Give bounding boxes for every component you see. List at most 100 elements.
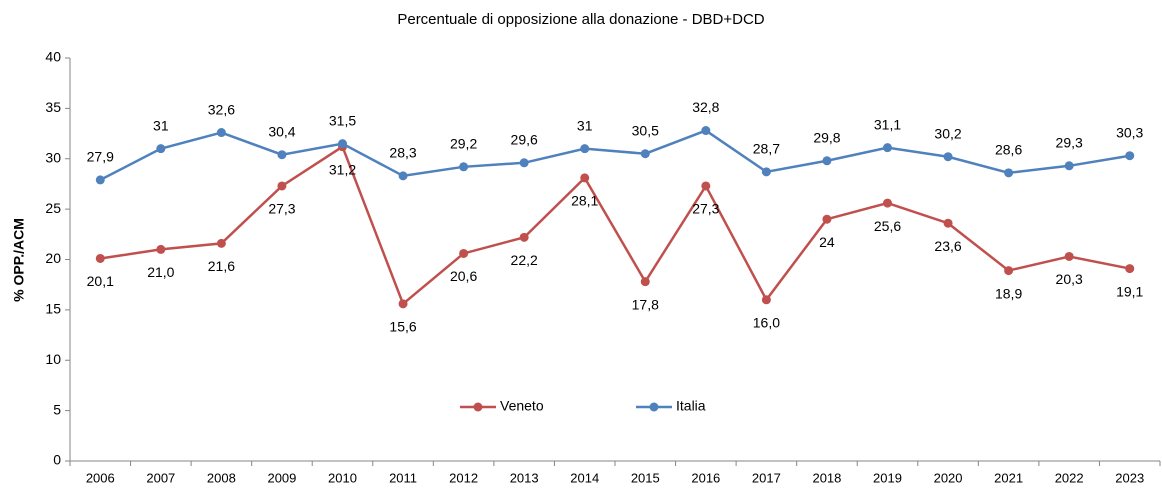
- data-label: 31,5: [329, 112, 356, 128]
- y-tick-label: 40: [45, 49, 61, 65]
- y-axis-label: % OPP./ACM: [11, 218, 27, 302]
- legend-marker: [473, 402, 483, 412]
- point: [277, 150, 287, 160]
- x-tick-label: 2011: [389, 470, 417, 485]
- point: [701, 126, 711, 136]
- data-label: 21,6: [208, 258, 235, 274]
- data-label: 25,6: [874, 218, 901, 234]
- x-tick-label: 2013: [510, 470, 539, 485]
- point: [277, 181, 287, 191]
- y-tick-label: 5: [53, 401, 61, 417]
- y-tick-label: 35: [45, 99, 61, 115]
- point: [459, 162, 469, 172]
- y-tick-label: 15: [45, 301, 61, 317]
- point: [156, 244, 166, 254]
- data-label: 15,6: [389, 319, 416, 335]
- point: [156, 144, 166, 154]
- series-line: [99, 129, 1130, 182]
- data-label: 30,3: [1116, 124, 1143, 140]
- data-label: 27,3: [268, 201, 295, 217]
- legend-label: Veneto: [500, 398, 544, 414]
- chart-title: Percentuale di opposizione alla donazion…: [397, 11, 764, 28]
- data-label: 29,3: [1056, 135, 1083, 151]
- x-tick-label: 2015: [631, 470, 660, 485]
- data-label: 30,4: [268, 123, 295, 139]
- x-tick-label: 2014: [570, 470, 599, 485]
- point: [216, 128, 226, 138]
- data-label: 30,5: [632, 122, 659, 138]
- data-label: 20,3: [1056, 271, 1083, 287]
- x-tick-label: 2023: [1115, 470, 1144, 485]
- y-tick-label: 20: [45, 250, 61, 266]
- y-tick-label: 25: [45, 200, 61, 216]
- point: [943, 218, 953, 228]
- point: [822, 214, 832, 224]
- data-label: 18,9: [995, 285, 1022, 301]
- data-label: 21,0: [147, 264, 174, 280]
- x-tick-label: 2016: [691, 470, 720, 485]
- point: [640, 277, 650, 287]
- data-label: 27,3: [692, 201, 719, 217]
- data-label: 28,6: [995, 142, 1022, 158]
- point: [822, 156, 832, 166]
- x-tick-label: 2010: [328, 470, 357, 485]
- point: [701, 181, 711, 191]
- data-label: 20,6: [450, 268, 477, 284]
- point: [1125, 151, 1135, 161]
- data-label: 30,2: [934, 125, 961, 141]
- series-line: [100, 144, 1130, 306]
- x-tick-label: 2007: [146, 470, 175, 485]
- point: [519, 158, 529, 168]
- legend-label: Italia: [676, 398, 706, 414]
- x-tick-label: 2020: [934, 470, 963, 485]
- point: [398, 299, 408, 309]
- point: [338, 139, 347, 149]
- data-label: 32,6: [208, 101, 235, 117]
- point: [95, 253, 105, 263]
- data-label: 31: [577, 117, 593, 133]
- point: [883, 143, 892, 153]
- point: [943, 152, 953, 162]
- data-label: 19,1: [1116, 283, 1143, 299]
- point: [398, 171, 408, 181]
- point: [1064, 161, 1074, 171]
- data-label: 29,2: [450, 136, 477, 152]
- x-tick-label: 2017: [752, 470, 781, 485]
- point: [580, 144, 590, 154]
- data-label: 28,1: [571, 193, 598, 209]
- point: [1004, 266, 1014, 276]
- point: [761, 167, 771, 177]
- x-tick-label: 2009: [267, 470, 296, 485]
- y-tick-label: 30: [45, 149, 61, 165]
- x-tick-label: 2008: [207, 470, 236, 485]
- y-tick-label: 10: [45, 351, 61, 367]
- data-label: 28,3: [389, 145, 416, 161]
- point: [580, 173, 590, 183]
- point: [459, 248, 469, 258]
- data-label: 28,7: [753, 141, 780, 157]
- point: [883, 198, 892, 208]
- point: [640, 149, 650, 159]
- data-label: 29,6: [511, 131, 538, 147]
- data-label: 23,6: [934, 238, 961, 254]
- point: [95, 175, 105, 185]
- x-tick-label: 2018: [812, 470, 841, 485]
- x-tick-label: 2012: [449, 470, 478, 485]
- data-label: 32,8: [692, 99, 719, 115]
- x-tick-label: 2022: [1055, 470, 1084, 485]
- data-label: 17,8: [632, 296, 659, 312]
- legend-marker: [649, 402, 659, 412]
- data-label: 22,2: [511, 252, 538, 268]
- point: [1004, 168, 1014, 178]
- y-tick-label: 0: [53, 452, 61, 468]
- point: [1064, 251, 1074, 261]
- x-tick-label: 2019: [873, 470, 902, 485]
- data-label: 16,0: [753, 315, 780, 331]
- data-label: 29,8: [813, 129, 840, 145]
- point: [519, 232, 529, 242]
- data-label: 24: [819, 234, 835, 250]
- x-tick-label: 2006: [86, 470, 115, 485]
- point: [761, 295, 771, 305]
- data-label: 27,9: [87, 149, 114, 165]
